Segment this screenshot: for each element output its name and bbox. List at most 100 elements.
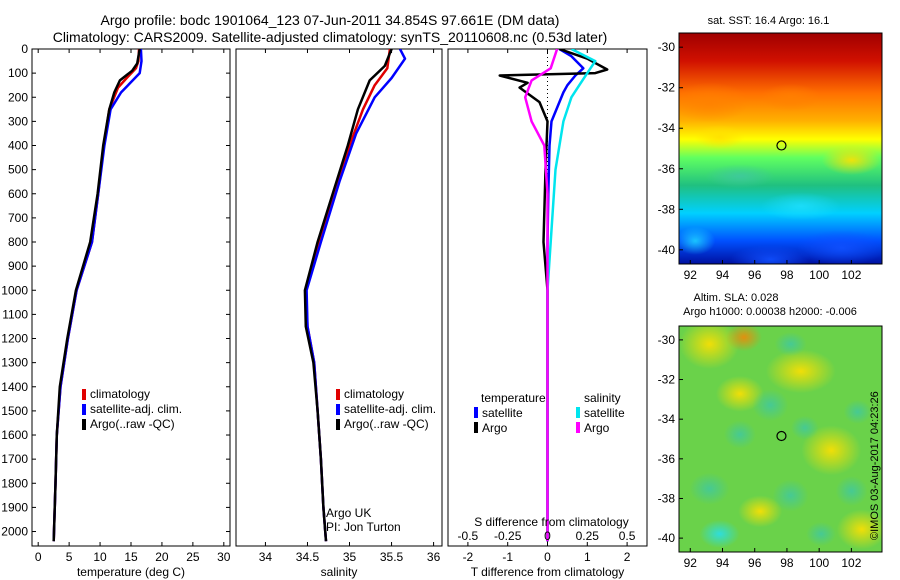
x-tick-label: 102 bbox=[841, 268, 861, 282]
x-tick-label: 0 bbox=[35, 550, 42, 564]
y-tick-label: 2000 bbox=[1, 525, 28, 539]
field-patch bbox=[699, 519, 740, 548]
y-tick-label: -34 bbox=[658, 412, 676, 426]
field-patch bbox=[679, 226, 716, 255]
x-tick-label: 1 bbox=[584, 550, 591, 564]
field-patch bbox=[765, 349, 836, 394]
x-tick-label: 35.5 bbox=[380, 550, 404, 564]
field-patch bbox=[796, 229, 882, 264]
map-field bbox=[679, 33, 882, 264]
field-patch bbox=[836, 509, 882, 550]
series-group bbox=[52, 49, 143, 542]
copyright-credit: ©IMOS 03-Aug-2017 04:23:26 bbox=[869, 391, 881, 540]
x-tick-label: 30 bbox=[217, 550, 231, 564]
y-tick-label: 1600 bbox=[1, 428, 28, 442]
legend-title-salinity: salinity bbox=[584, 391, 621, 405]
y-tick-label: -34 bbox=[658, 121, 676, 135]
x-tick-label: 92 bbox=[684, 268, 698, 282]
y-tick-label: 400 bbox=[8, 139, 28, 153]
axes-frame-temperature bbox=[31, 48, 231, 547]
legend-label: satellite bbox=[482, 406, 523, 420]
y-tick-label: -38 bbox=[658, 202, 676, 216]
x-axis-label: salinity bbox=[321, 565, 358, 579]
y-tick-label: 1700 bbox=[1, 452, 28, 466]
field-patch bbox=[821, 145, 882, 176]
x-axis-label: T difference from climatology bbox=[471, 565, 625, 579]
secondary-axis-label: S difference from climatology bbox=[474, 515, 629, 529]
map-title: Altim. SLA: 0.028 bbox=[694, 292, 779, 304]
y-tick-label: 200 bbox=[8, 90, 28, 104]
y-tick-label: -30 bbox=[658, 333, 676, 347]
series-line-satellite bbox=[546, 49, 585, 542]
secondary-tick-label: -0.5 bbox=[458, 529, 479, 543]
x-tick-label: 5 bbox=[66, 550, 73, 564]
map-title: sat. SST: 16.4 Argo: 16.1 bbox=[708, 15, 830, 27]
map-field bbox=[679, 326, 882, 552]
secondary-tick-label: 0.25 bbox=[576, 529, 600, 543]
field-patch bbox=[704, 164, 775, 189]
secondary-tick-label: 0.5 bbox=[619, 529, 636, 543]
x-tick-label: 0 bbox=[544, 550, 551, 564]
series-group bbox=[303, 49, 407, 542]
series-line-satellite-adj-clim- bbox=[52, 49, 143, 542]
annotation-text: PI: Jon Turton bbox=[326, 520, 401, 534]
series-line-argo bbox=[498, 49, 609, 542]
field-patch bbox=[679, 326, 740, 370]
field-patch bbox=[760, 83, 821, 112]
y-tick-label: 700 bbox=[8, 211, 28, 225]
x-tick-label: 10 bbox=[93, 550, 107, 564]
legend-label: satellite-adj. clim. bbox=[344, 402, 436, 416]
field-patch bbox=[738, 495, 783, 528]
legend-label: satellite-adj. clim. bbox=[90, 402, 182, 416]
legend-label: climatology bbox=[344, 387, 404, 401]
field-patch bbox=[694, 124, 745, 149]
legend-swatch bbox=[474, 422, 478, 433]
y-tick-label: -40 bbox=[658, 531, 676, 545]
legend-swatch bbox=[576, 422, 580, 433]
y-tick-label: 800 bbox=[8, 235, 28, 249]
map-frame bbox=[678, 32, 883, 265]
field-patch bbox=[725, 326, 762, 352]
field-patch bbox=[772, 479, 809, 512]
x-tick-label: 100 bbox=[809, 268, 829, 282]
x-tick-label: 35 bbox=[343, 550, 357, 564]
y-tick-label: 1800 bbox=[1, 476, 28, 490]
y-tick-label: -40 bbox=[658, 243, 676, 257]
field-patch bbox=[774, 332, 807, 357]
y-tick-label: -36 bbox=[658, 452, 676, 466]
y-tick-label: -30 bbox=[658, 40, 676, 54]
plot-temperature: 0100200300400500600700800900100011001200… bbox=[1, 42, 231, 579]
y-tick-label: 1300 bbox=[1, 356, 28, 370]
x-tick-label: 15 bbox=[124, 550, 138, 564]
x-tick-label: 20 bbox=[155, 550, 169, 564]
series-line-climatology bbox=[52, 49, 141, 542]
legend-label: Argo(..raw -QC) bbox=[90, 417, 175, 431]
x-tick-label: -1 bbox=[502, 550, 513, 564]
legend-title-temperature: temperature bbox=[481, 391, 546, 405]
y-tick-label: 1900 bbox=[1, 500, 28, 514]
y-tick-label: 1100 bbox=[2, 307, 28, 321]
x-tick-label: 102 bbox=[841, 556, 861, 570]
series-line-argo-raw-qc- bbox=[52, 49, 141, 542]
map-frame bbox=[678, 325, 883, 553]
y-tick-label: 0 bbox=[21, 42, 28, 56]
legend-swatch bbox=[82, 419, 86, 430]
plot-salinity: 34 34.5 35 35.5 36 salinity climatologysatelli… bbox=[235, 48, 443, 579]
series-line-argo bbox=[523, 49, 559, 542]
legend-label: Argo bbox=[584, 421, 610, 435]
x-tick-label: 2 bbox=[624, 550, 631, 564]
x-tick-label: 98 bbox=[780, 556, 794, 570]
x-tick-label: 34.5 bbox=[296, 550, 320, 564]
x-tick-label: 100 bbox=[809, 556, 829, 570]
secondary-tick-label: -0.25 bbox=[494, 529, 522, 543]
legend-swatch bbox=[82, 404, 86, 415]
axes-frame-salinity bbox=[235, 48, 443, 547]
y-tick-label: -36 bbox=[658, 162, 676, 176]
figure-title-line1: Argo profile: bodc 1901064_123 07-Jun-20… bbox=[100, 12, 560, 28]
y-tick-label: 900 bbox=[8, 259, 28, 273]
x-tick-label: 96 bbox=[748, 268, 762, 282]
series-group bbox=[498, 49, 609, 542]
legend-swatch bbox=[336, 419, 340, 430]
field-patch bbox=[806, 521, 837, 546]
